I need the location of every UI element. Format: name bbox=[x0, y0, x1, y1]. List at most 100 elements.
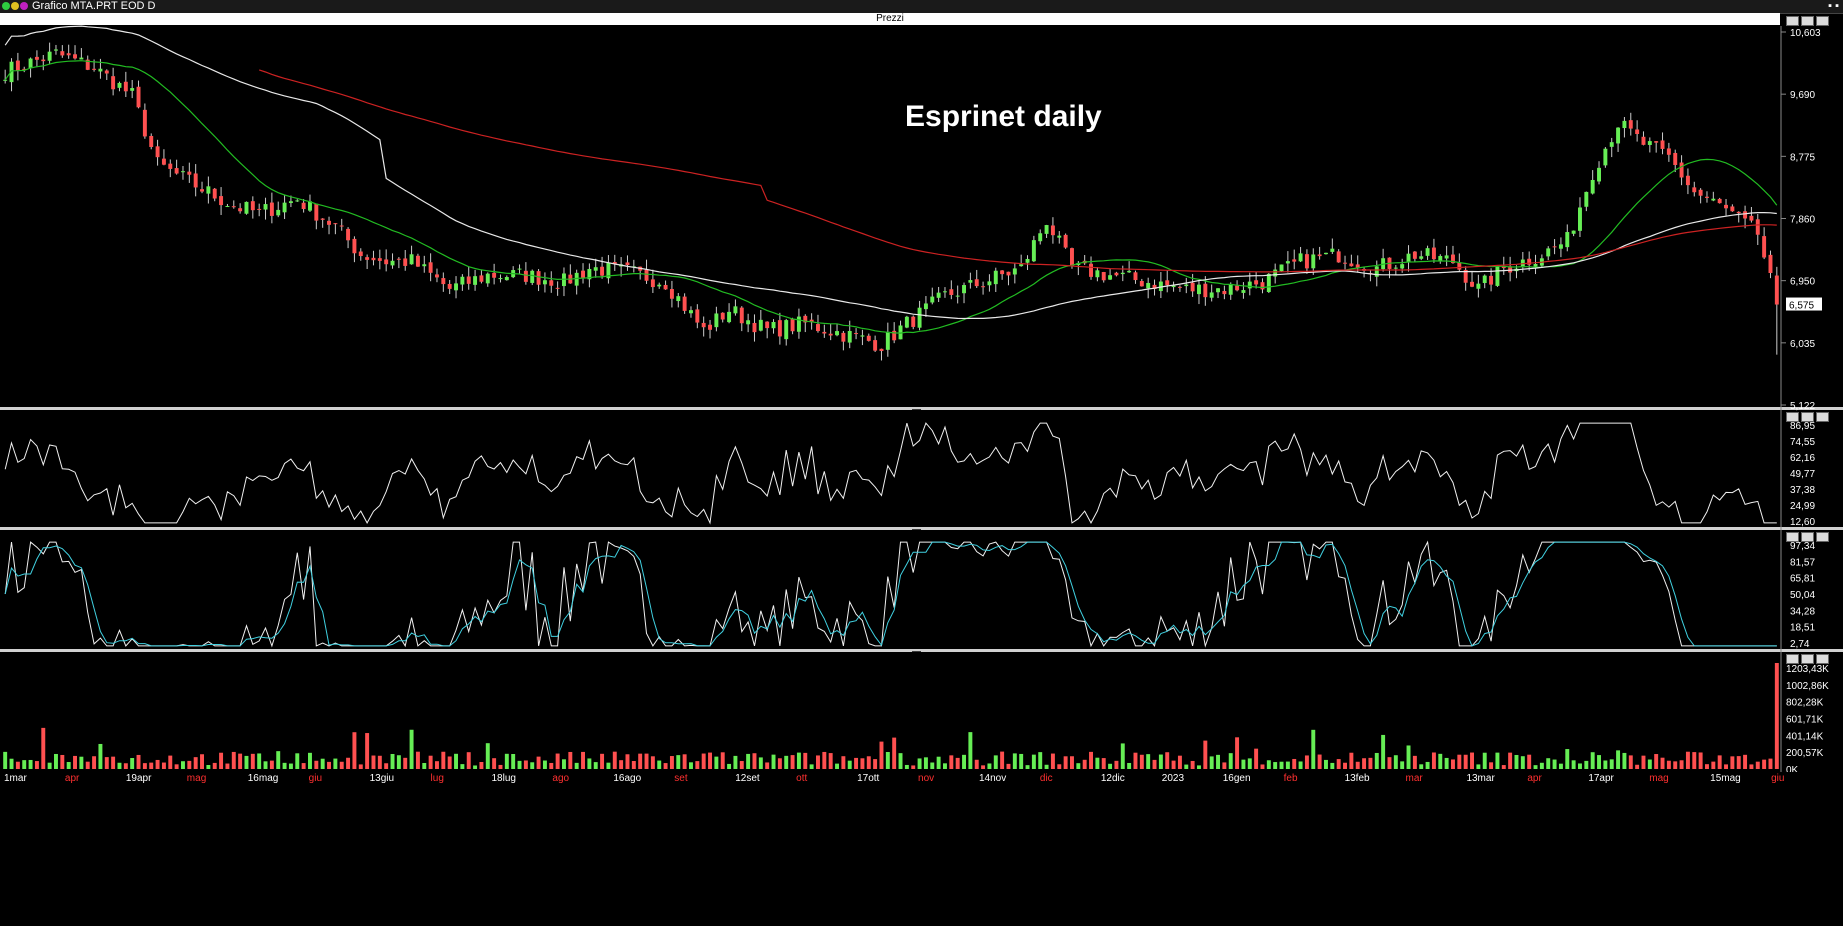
candle-body bbox=[968, 280, 973, 283]
pane-separator[interactable]: ▬ bbox=[0, 524, 1843, 534]
x-tick-label: ago bbox=[552, 773, 569, 784]
candle-body bbox=[1438, 256, 1443, 262]
volume-bar bbox=[657, 760, 662, 769]
volume-bar bbox=[1057, 764, 1062, 769]
candle-body bbox=[54, 49, 58, 51]
candle-body bbox=[1165, 280, 1170, 286]
volume-bar bbox=[873, 759, 878, 769]
candle-body bbox=[1025, 258, 1030, 263]
candle-body bbox=[873, 340, 878, 351]
candle-body bbox=[758, 319, 763, 331]
candle-body bbox=[460, 276, 465, 285]
volume-bar bbox=[155, 759, 160, 769]
candle-body bbox=[390, 260, 395, 266]
candle-body bbox=[727, 311, 732, 323]
candle-body bbox=[1298, 253, 1303, 262]
window-controls[interactable]: ▪ ▪ bbox=[1828, 0, 1839, 12]
volume-bar bbox=[1260, 764, 1265, 769]
close-icon[interactable] bbox=[1816, 532, 1829, 542]
pane-separator[interactable]: ▬ bbox=[0, 404, 1843, 414]
minimize-icon[interactable] bbox=[1786, 16, 1799, 26]
candle-body bbox=[371, 257, 376, 261]
maximize-icon[interactable] bbox=[1801, 16, 1814, 26]
maximize-icon[interactable] bbox=[1801, 654, 1814, 664]
volume-bar bbox=[276, 751, 281, 769]
maximize-icon[interactable] bbox=[1801, 412, 1814, 422]
candle-body bbox=[219, 196, 224, 206]
volume-bar bbox=[1743, 754, 1748, 769]
arrow-icon[interactable] bbox=[20, 2, 28, 10]
volume-bar bbox=[904, 764, 909, 769]
volume-bar bbox=[981, 765, 986, 769]
volume-bar bbox=[1158, 754, 1163, 769]
rsi-pane-buttons[interactable] bbox=[1785, 409, 1837, 422]
stoch-pane-buttons[interactable] bbox=[1785, 529, 1837, 542]
volume-bar bbox=[593, 762, 598, 769]
volume-bar bbox=[1254, 748, 1259, 769]
candle-body bbox=[1260, 282, 1265, 290]
volume-bar bbox=[250, 753, 255, 769]
osc-line bbox=[4, 422, 1777, 525]
minimize-icon[interactable] bbox=[1786, 412, 1799, 422]
candle-body bbox=[1101, 272, 1106, 281]
candle-body bbox=[47, 51, 52, 61]
candle-body bbox=[784, 320, 789, 340]
osc-tick-label: 74,55 bbox=[1790, 437, 1815, 448]
volume-bar bbox=[1209, 756, 1214, 769]
volume-bar bbox=[1660, 757, 1665, 769]
volume-bar bbox=[41, 727, 46, 769]
candle-body bbox=[161, 158, 166, 165]
volume-bar bbox=[943, 763, 947, 769]
candle-body bbox=[765, 321, 770, 329]
pane-separator[interactable]: ▬ bbox=[0, 646, 1843, 656]
candle-body bbox=[85, 59, 90, 70]
volume-bar bbox=[314, 760, 319, 769]
candle-body bbox=[1616, 127, 1621, 144]
candle-body bbox=[155, 146, 160, 158]
candle-body bbox=[885, 331, 890, 350]
close-icon[interactable] bbox=[1816, 654, 1829, 664]
price-pane-buttons[interactable] bbox=[1785, 13, 1837, 26]
candle-body bbox=[327, 220, 331, 225]
volume-bar bbox=[1679, 760, 1684, 769]
volume-bar bbox=[447, 756, 452, 769]
volume-pane-buttons[interactable] bbox=[1785, 651, 1837, 664]
candle-body bbox=[1146, 282, 1151, 289]
candle-body bbox=[428, 262, 433, 273]
x-tick-label: mar bbox=[1406, 773, 1424, 784]
volume-bar bbox=[1527, 754, 1532, 769]
volume-bar bbox=[1222, 762, 1227, 769]
maximize-icon[interactable] bbox=[1801, 532, 1814, 542]
volume-bar bbox=[1146, 754, 1151, 769]
candle-body bbox=[130, 88, 135, 91]
minimize-icon[interactable] bbox=[1786, 654, 1799, 664]
volume-bar bbox=[1063, 756, 1068, 769]
price-tick-label: 6,950 bbox=[1790, 277, 1815, 288]
candle-body bbox=[250, 201, 255, 211]
volume-bar bbox=[1019, 753, 1024, 769]
price-pane-label: Prezzi bbox=[876, 13, 904, 24]
volume-bar bbox=[1304, 755, 1309, 769]
close-icon[interactable] bbox=[1816, 412, 1829, 422]
close-icon[interactable] bbox=[1816, 16, 1829, 26]
volume-bar bbox=[1457, 754, 1462, 769]
candle-body bbox=[663, 284, 668, 290]
candle-body bbox=[1565, 232, 1570, 248]
candle-body bbox=[73, 54, 77, 59]
candle-body bbox=[606, 262, 611, 279]
candle-body bbox=[92, 68, 97, 70]
volume-bar bbox=[454, 753, 458, 769]
candle-body bbox=[708, 324, 712, 330]
volume-bar bbox=[631, 761, 636, 769]
candle-body bbox=[974, 279, 979, 287]
volume-bar bbox=[1724, 764, 1728, 769]
osc-tick-label: 34,28 bbox=[1790, 606, 1815, 617]
candle-body bbox=[714, 313, 719, 328]
minimize-icon[interactable] bbox=[1786, 532, 1799, 542]
volume-bar bbox=[1000, 751, 1005, 769]
volume-bar bbox=[3, 751, 8, 769]
volume-bar bbox=[1343, 762, 1347, 769]
volume-bar bbox=[612, 751, 617, 769]
candle-body bbox=[1349, 263, 1354, 267]
